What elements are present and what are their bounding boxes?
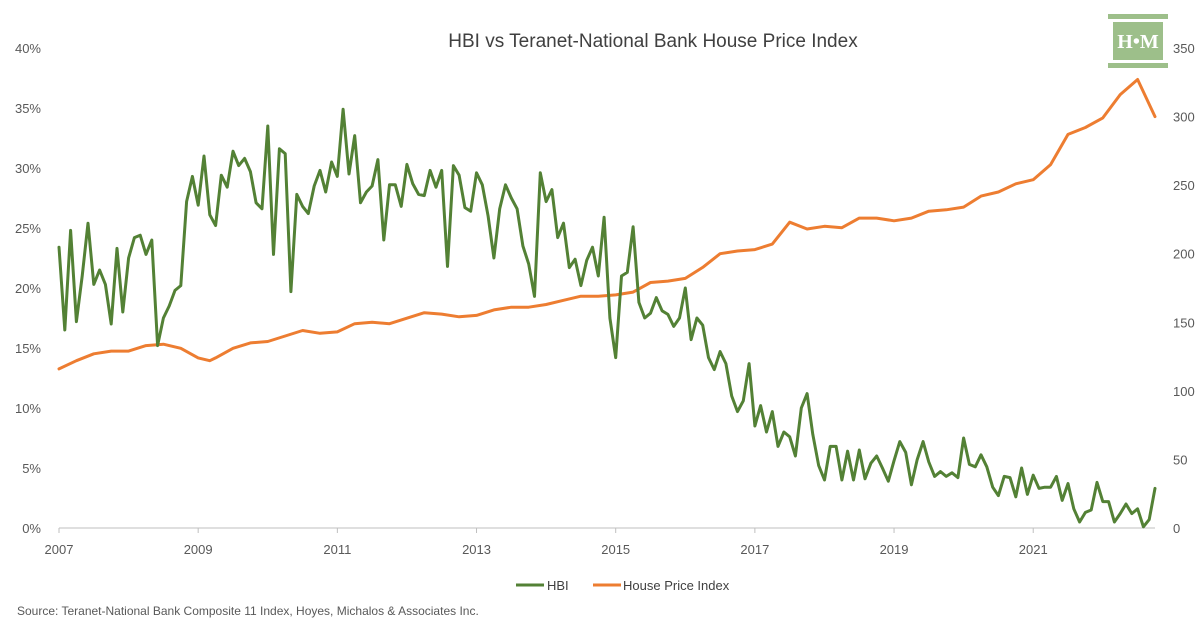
x-axis-ticks: 2007 2009 2011 2013 2015 2017 2019 2021 <box>45 528 1048 557</box>
left-axis-tick-label: 40% <box>15 41 41 56</box>
left-axis-tick-label: 5% <box>22 461 41 476</box>
left-axis-tick-label: 20% <box>15 281 41 296</box>
series-layer <box>57 78 1157 529</box>
x-axis-tick-label: 2013 <box>462 542 491 557</box>
left-axis-tick-label: 25% <box>15 221 41 236</box>
right-axis-tick-label: 250 <box>1173 178 1195 193</box>
right-axis-tick-label: 150 <box>1173 315 1195 330</box>
x-axis-tick-label: 2011 <box>323 542 351 557</box>
left-axis-tick-label: 15% <box>15 341 41 356</box>
left-axis-tick-label: 0% <box>22 521 41 536</box>
right-axis-tick-label: 300 <box>1173 110 1195 125</box>
right-axis-tick-label: 50 <box>1173 452 1187 467</box>
left-axis-tick-labels: 0% 5% 10% 15% 20% 25% 30% 35% 40% <box>15 41 41 536</box>
right-axis-tick-label: 100 <box>1173 384 1195 399</box>
x-axis-tick-label: 2019 <box>880 542 909 557</box>
left-axis-tick-label: 35% <box>15 101 41 116</box>
legend-hbi-label: HBI <box>547 578 569 593</box>
right-axis-tick-label: 350 <box>1173 41 1195 56</box>
source-note: Source: Teranet-National Bank Composite … <box>17 604 479 618</box>
hbi-series-line <box>57 107 1157 529</box>
left-axis-tick-label: 30% <box>15 161 41 176</box>
logo-text: H•M <box>1117 31 1159 53</box>
x-axis-tick-label: 2017 <box>740 542 769 557</box>
right-axis-tick-labels: 0 50 100 150 200 250 300 350 <box>1173 41 1195 536</box>
x-axis-tick-label: 2007 <box>45 542 74 557</box>
hm-logo: H•M <box>1108 14 1168 68</box>
x-axis-tick-label: 2009 <box>184 542 213 557</box>
legend-hpi-label: House Price Index <box>623 578 730 593</box>
right-axis-tick-label: 200 <box>1173 247 1195 262</box>
hpi-series-line <box>57 78 1157 371</box>
left-axis-tick-label: 10% <box>15 401 41 416</box>
chart-title: HBI vs Teranet-National Bank House Price… <box>448 31 858 52</box>
x-axis-tick-label: 2021 <box>1019 542 1048 557</box>
legend: HBI House Price Index <box>516 578 730 593</box>
x-axis-tick-label: 2015 <box>601 542 630 557</box>
right-axis-tick-label: 0 <box>1173 521 1180 536</box>
